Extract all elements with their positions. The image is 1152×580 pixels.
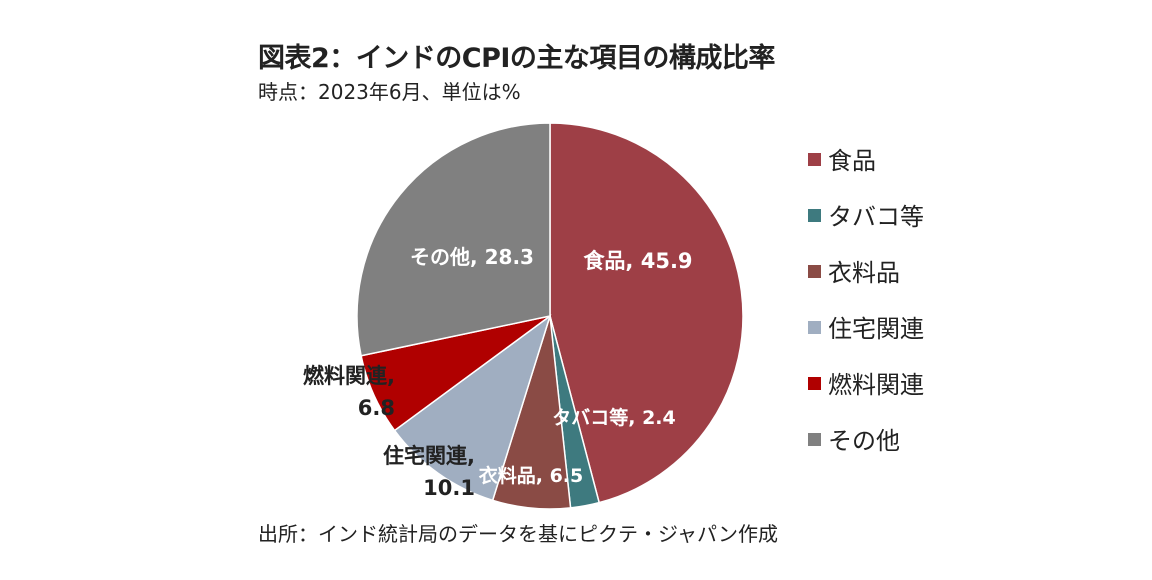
slice-data-label: 食品, 45.9 (583, 249, 692, 273)
pie-slice (549, 122, 744, 504)
legend-label: 衣料品 (828, 259, 900, 287)
legend-swatch (808, 433, 821, 446)
slice-data-label: その他, 28.3 (410, 245, 534, 269)
chart-title: 図表2：インドのCPIの主な項目の構成比率 (258, 43, 775, 74)
legend-swatch (808, 377, 821, 390)
source-note: 出所：インド統計局のデータを基にピクテ・ジャパン作成 (258, 522, 778, 546)
chart-subtitle: 時点：2023年6月、単位は% (258, 80, 521, 104)
legend-swatch (808, 321, 821, 334)
legend-label: 住宅関連 (828, 315, 924, 343)
slice-data-label: タバコ等, 2.4 (552, 406, 676, 429)
legend-swatch (808, 153, 821, 166)
legend-swatch (808, 209, 821, 222)
slice-data-label: 燃料関連, 6.8 (303, 364, 395, 420)
slice-data-label: 住宅関連, 10.1 (383, 444, 475, 500)
legend-swatch (808, 265, 821, 278)
pie-slice (356, 122, 551, 357)
slice-data-label: 衣料品, 6.5 (479, 464, 584, 487)
legend-label: タバコ等 (828, 203, 924, 231)
legend-label: 燃料関連 (828, 371, 924, 399)
legend-label: 食品 (828, 147, 876, 175)
legend-label: その他 (828, 427, 900, 455)
pie-slice (393, 314, 552, 502)
